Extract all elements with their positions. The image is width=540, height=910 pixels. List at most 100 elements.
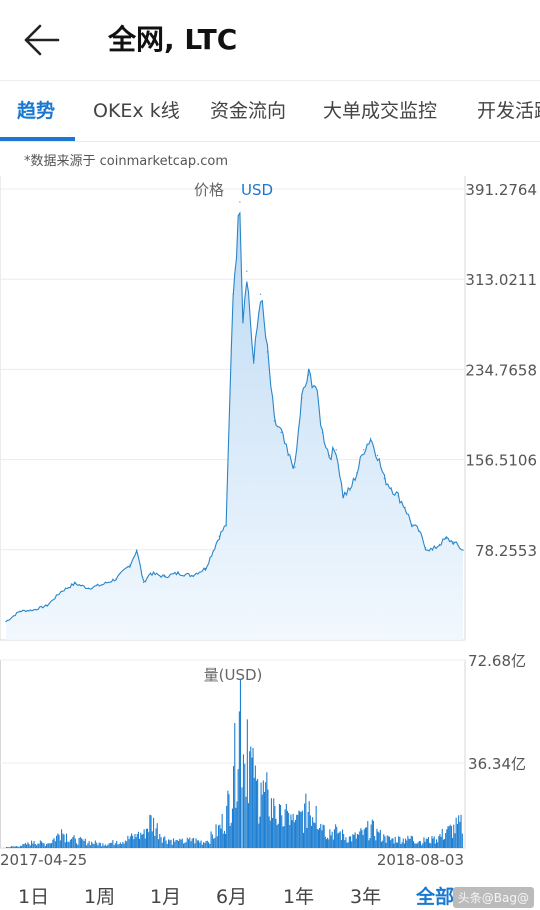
volume-bar <box>324 836 326 848</box>
volume-bar <box>246 719 248 848</box>
volume-bar <box>433 836 435 848</box>
volume-bar <box>49 843 51 848</box>
volume-bar <box>374 836 376 848</box>
volume-bar <box>387 836 389 848</box>
volume-bar <box>148 832 150 848</box>
volume-bar <box>96 842 98 848</box>
volume-bar <box>118 844 120 848</box>
volume-bar <box>448 826 450 848</box>
volume-bar <box>174 841 176 848</box>
range-3y[interactable]: 3年 <box>350 886 382 908</box>
volume-bar <box>253 777 255 848</box>
price-point <box>335 449 337 451</box>
price-point <box>259 293 262 295</box>
price-area-fill <box>6 213 463 640</box>
volume-bar <box>124 840 126 848</box>
volume-bar <box>117 844 119 848</box>
volume-bar <box>422 843 424 848</box>
volume-bar <box>208 842 210 848</box>
volume-bar <box>351 841 353 848</box>
volume-bar <box>87 843 89 848</box>
volume-bar <box>440 836 442 848</box>
volume-bar <box>371 819 373 848</box>
volume-bar <box>298 810 300 848</box>
volume-bar <box>355 838 357 848</box>
range-1d[interactable]: 1日 <box>18 886 50 908</box>
volume-bar <box>394 837 396 848</box>
volume-bar <box>68 842 70 848</box>
volume-bar <box>36 845 38 848</box>
volume-bar <box>366 827 368 848</box>
price-panel-title: 价格 <box>194 181 224 199</box>
volume-bar <box>439 834 441 848</box>
volume-bar <box>165 840 167 848</box>
volume-bar <box>290 814 292 848</box>
volume-bar <box>141 835 143 848</box>
volume-bar <box>136 834 138 848</box>
volume-bar <box>306 828 308 848</box>
tab-capital-flow[interactable]: 资金流向 <box>210 100 287 122</box>
volume-bar <box>184 842 186 848</box>
volume-bar <box>121 844 123 848</box>
volume-bar <box>71 838 73 848</box>
price-point <box>287 454 289 457</box>
volume-bar <box>332 839 334 848</box>
volume-bar <box>155 828 157 848</box>
app-header: 全网, LTC <box>0 0 540 81</box>
tab-okex-kline[interactable]: OKEx k线 <box>93 100 180 122</box>
volume-bar <box>333 829 335 848</box>
volume-bar <box>74 838 76 848</box>
volume-bar <box>166 843 168 848</box>
volume-bar <box>97 845 99 848</box>
volume-bar <box>399 836 401 848</box>
volume-bar <box>209 843 211 848</box>
volume-bar <box>220 828 222 848</box>
price-y-tick: 156.5106 <box>465 452 537 470</box>
volume-bar <box>142 833 144 848</box>
volume-bar <box>63 834 65 848</box>
x-tick-end: 2018-08-03 <box>377 851 464 869</box>
price-point <box>136 549 138 551</box>
volume-bar <box>367 821 369 848</box>
volume-bar <box>8 847 10 848</box>
volume-bar <box>175 840 177 848</box>
range-6m[interactable]: 6月 <box>216 886 248 908</box>
volume-bar <box>201 844 203 848</box>
range-1w[interactable]: 1周 <box>84 886 116 908</box>
price-point <box>321 431 324 434</box>
volume-bar <box>241 787 243 848</box>
price-point <box>328 454 330 457</box>
tab-dev-activity[interactable]: 开发活跃度 <box>477 100 540 122</box>
range-1y[interactable]: 1年 <box>283 886 315 908</box>
volume-bar <box>266 772 268 848</box>
volume-bar <box>203 842 205 848</box>
volume-bar <box>42 842 44 848</box>
volume-bar <box>431 836 433 848</box>
range-all[interactable]: 全部 <box>416 886 455 908</box>
volume-bar <box>170 839 172 848</box>
volume-bar <box>360 828 362 848</box>
volume-bar <box>317 829 319 848</box>
volume-bar <box>122 841 124 848</box>
volume-bar <box>335 824 337 848</box>
volume-bar <box>426 838 428 848</box>
volume-bar <box>94 840 96 848</box>
tab-trend[interactable]: 趋势 <box>17 100 56 122</box>
volume-bar <box>223 830 225 848</box>
volume-bar <box>226 805 228 848</box>
watermark-label: 头条@Bag@ <box>452 887 534 908</box>
price-point <box>280 431 282 434</box>
volume-bar <box>376 828 378 848</box>
volume-bar <box>254 765 256 848</box>
price-point <box>462 549 464 551</box>
tab-large-trades[interactable]: 大单成交监控 <box>323 100 438 122</box>
price-point <box>191 574 193 577</box>
volume-bar <box>368 840 370 848</box>
volume-bar <box>277 823 279 848</box>
back-button[interactable] <box>20 20 64 60</box>
volume-bar <box>186 837 188 848</box>
volume-bar <box>350 836 352 848</box>
range-1m[interactable]: 1月 <box>150 886 182 908</box>
active-tab-indicator <box>0 137 75 141</box>
volume-bar <box>64 842 66 848</box>
